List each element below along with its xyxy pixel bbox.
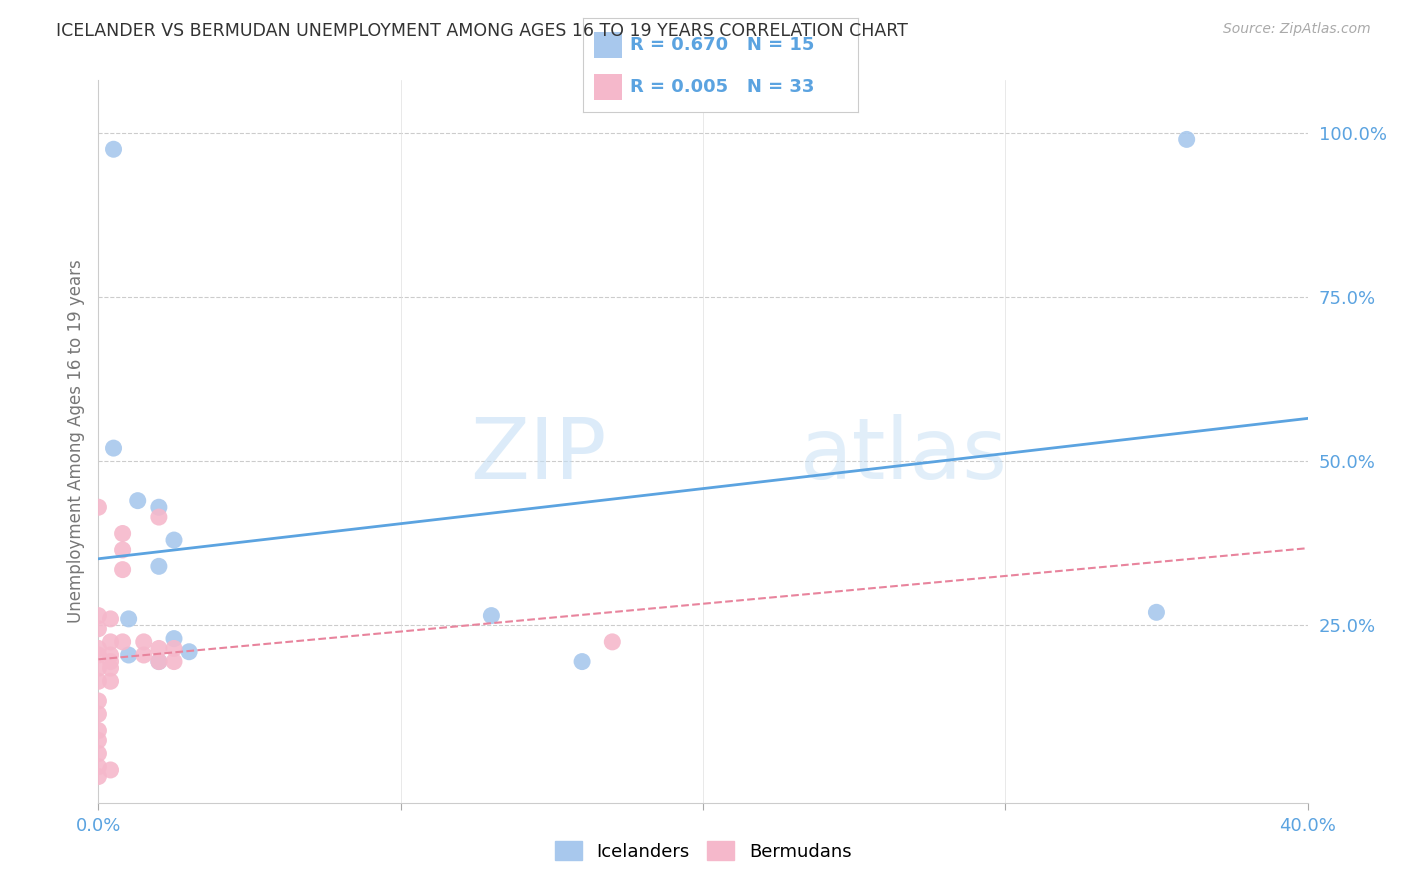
FancyBboxPatch shape (595, 74, 621, 100)
Point (148, 655, 170, 669)
Point (87, 707, 110, 722)
Point (100, 612, 122, 626)
Point (87, 674, 110, 689)
Point (87, 641, 110, 656)
Point (111, 563, 134, 577)
Point (118, 612, 141, 626)
Point (87, 500, 110, 515)
Point (163, 533, 186, 547)
Point (111, 635, 134, 649)
Point (100, 655, 122, 669)
Point (163, 632, 186, 646)
Point (87, 733, 110, 747)
Point (179, 645, 201, 659)
Point (481, 608, 503, 623)
Point (163, 655, 186, 669)
Point (87, 622, 110, 636)
Text: R = 0.670   N = 15: R = 0.670 N = 15 (630, 36, 814, 54)
Point (571, 655, 593, 669)
Text: Source: ZipAtlas.com: Source: ZipAtlas.com (1223, 22, 1371, 37)
Point (87, 747, 110, 761)
Point (132, 648, 155, 662)
Point (602, 635, 624, 649)
Point (1175, 132, 1198, 146)
Point (132, 635, 155, 649)
Point (148, 500, 170, 515)
Point (100, 648, 122, 662)
FancyBboxPatch shape (595, 32, 621, 58)
Point (87, 648, 110, 662)
Point (103, 142, 125, 156)
Point (103, 441, 125, 455)
Text: atlas: atlas (800, 415, 1008, 498)
Text: ICELANDER VS BERMUDAN UNEMPLOYMENT AMONG AGES 16 TO 19 YEARS CORRELATION CHART: ICELANDER VS BERMUDAN UNEMPLOYMENT AMONG… (56, 22, 908, 40)
Point (1144, 605, 1167, 619)
Point (118, 648, 141, 662)
Point (100, 661, 122, 675)
Point (148, 510, 170, 524)
Point (87, 760, 110, 774)
Point (87, 770, 110, 784)
Y-axis label: Unemployment Among Ages 16 to 19 years: Unemployment Among Ages 16 to 19 years (66, 260, 84, 624)
Point (87, 694, 110, 708)
Point (163, 641, 186, 656)
Legend: Icelanders, Bermudans: Icelanders, Bermudans (547, 834, 859, 868)
Point (100, 674, 122, 689)
Point (127, 493, 149, 508)
Text: R = 0.005   N = 33: R = 0.005 N = 33 (630, 78, 814, 96)
Text: ZIP: ZIP (470, 415, 606, 498)
Point (87, 723, 110, 738)
Point (87, 608, 110, 623)
Point (100, 635, 122, 649)
Point (148, 655, 170, 669)
Point (111, 542, 134, 557)
Point (100, 763, 122, 777)
Point (148, 559, 170, 574)
Point (87, 661, 110, 675)
Point (148, 641, 170, 656)
Point (111, 526, 134, 541)
